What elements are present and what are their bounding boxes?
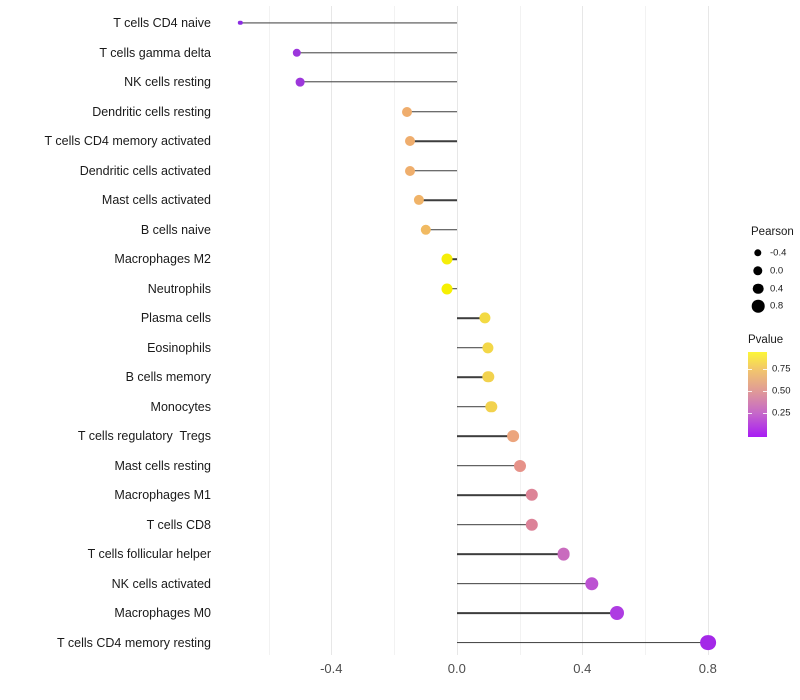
lollipop-dot	[420, 224, 431, 235]
lollipop-dot	[401, 106, 412, 117]
y-axis-label: B cells naive	[140, 222, 211, 237]
pearson-legend-label: 0.4	[770, 282, 784, 294]
y-axis-label: Macrophages M0	[114, 605, 211, 620]
lollipop-stem	[456, 553, 564, 555]
pearson-legend-label: 0.0	[770, 265, 784, 277]
y-axis-label: T cells follicular helper	[87, 546, 211, 561]
gridline-minor	[645, 6, 647, 655]
y-axis-label: Plasma cells	[140, 310, 211, 325]
lollipop-stem	[240, 22, 457, 24]
x-axis-tick-label: 0.4	[573, 661, 592, 676]
lollipop-stem	[299, 81, 457, 83]
x-axis-tick-label: -0.4	[320, 661, 343, 676]
lollipop-dot	[404, 136, 415, 146]
lollipop-stem	[296, 51, 457, 54]
lollipop-stem	[409, 140, 457, 142]
y-axis-label: Macrophages M1	[114, 487, 211, 502]
pearson-legend-dot	[754, 249, 762, 257]
pearson-legend-label: 0.8	[770, 300, 784, 312]
gridline-minor	[268, 6, 270, 655]
x-axis-tick-label: 0.8	[698, 661, 717, 676]
lollipop-stem	[456, 523, 533, 526]
y-axis-label: B cells memory	[125, 369, 211, 384]
pearson-legend-title: Pearson	[751, 226, 794, 238]
y-axis-label: NK cells activated	[111, 576, 211, 591]
y-axis-label: T cells CD4 naive	[113, 15, 211, 30]
lollipop-stem	[456, 317, 486, 319]
y-axis-label: T cells gamma delta	[99, 45, 211, 60]
pearson-legend-dot	[753, 266, 763, 276]
gridline-major	[456, 6, 458, 655]
lollipop-dot	[479, 312, 491, 324]
gridline-major	[331, 6, 333, 655]
pvalue-colorbar-tick	[748, 391, 752, 393]
y-axis-label: Macrophages M2	[114, 251, 211, 266]
lollipop-dot	[441, 283, 453, 294]
lollipop-stem	[425, 228, 457, 231]
lollipop-stem	[456, 376, 489, 378]
y-axis-label: T cells regulatory Tregs	[77, 428, 211, 443]
lollipop-dot	[238, 20, 243, 26]
lollipop-stem	[409, 169, 457, 172]
lollipop-dot	[609, 606, 624, 620]
pvalue-legend-label: 0.25	[772, 407, 791, 419]
lollipop-stem	[456, 346, 489, 349]
pvalue-colorbar-tick	[763, 369, 767, 370]
lollipop-stem	[456, 435, 514, 437]
pvalue-colorbar-tick	[748, 369, 752, 370]
y-axis-label: Monocytes	[150, 399, 211, 414]
gridline-minor	[519, 6, 521, 655]
y-axis-label: Dendritic cells resting	[92, 104, 211, 119]
lollipop-stem	[456, 405, 492, 408]
y-axis-label: Mast cells activated	[101, 192, 211, 207]
lollipop-dot	[441, 253, 453, 265]
lollipop-stem	[456, 464, 520, 467]
lollipop-dot	[699, 634, 716, 651]
lollipop-dot	[584, 576, 599, 591]
gridline-major	[582, 6, 584, 655]
pvalue-legend-label: 0.75	[772, 363, 791, 375]
lollipop-dot	[485, 400, 497, 413]
lollipop-stem	[456, 494, 533, 496]
y-axis-label: T cells CD8	[146, 517, 211, 532]
pvalue-legend-label: 0.50	[772, 385, 791, 397]
lollipop-stem	[456, 582, 592, 585]
lollipop-dot	[525, 518, 539, 531]
lollipop-dot	[525, 488, 539, 502]
lollipop-dot	[482, 371, 494, 383]
lollipop-stem	[406, 110, 457, 113]
pearson-legend-dot	[752, 283, 764, 294]
lollipop-dot	[482, 341, 494, 354]
pvalue-colorbar	[748, 352, 767, 437]
lollipop-dot	[513, 459, 526, 472]
lollipop-dot	[404, 165, 415, 176]
x-axis-tick-label: 0.0	[447, 661, 466, 676]
y-axis-label: Eosinophils	[147, 340, 211, 355]
y-axis-label: T cells CD4 memory resting	[57, 635, 211, 650]
lollipop-stem	[456, 641, 708, 644]
lollipop-dot	[414, 194, 425, 206]
y-axis-label: NK cells resting	[124, 74, 211, 89]
y-axis-label: Neutrophils	[147, 281, 211, 296]
y-axis-label: Mast cells resting	[114, 458, 211, 473]
gridline-major	[707, 6, 709, 655]
pvalue-colorbar-tick	[763, 413, 767, 415]
lollipop-stem	[419, 199, 457, 201]
gridline-minor	[394, 6, 396, 655]
lollipop-dot	[295, 77, 305, 87]
lollipop-dot	[292, 48, 301, 57]
lollipop-stem	[456, 612, 617, 614]
pvalue-legend-title: Pvalue	[748, 334, 784, 346]
y-axis-label: Dendritic cells activated	[79, 163, 211, 178]
pearson-legend-dot	[751, 300, 765, 313]
y-axis-label: T cells CD4 memory activated	[44, 133, 212, 148]
lollipop-dot	[507, 430, 520, 442]
pearson-legend-label: -0.4	[770, 247, 787, 259]
pvalue-colorbar-tick	[763, 391, 767, 393]
lollipop-dot	[557, 547, 570, 561]
pvalue-colorbar-tick	[748, 413, 752, 415]
